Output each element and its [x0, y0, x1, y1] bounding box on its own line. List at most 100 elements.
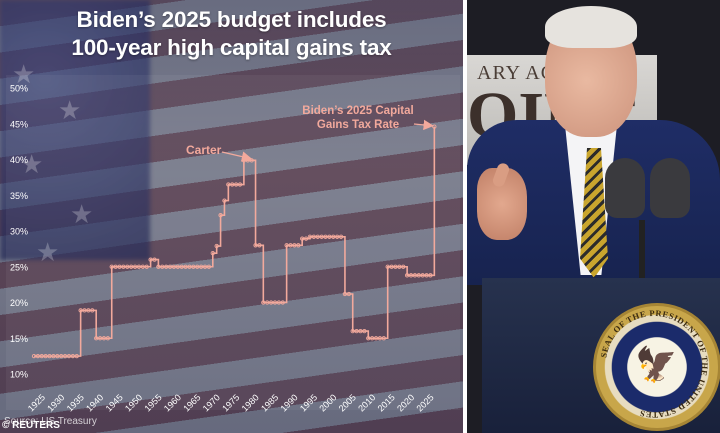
data-point — [323, 234, 328, 239]
x-tick-label: 1990 — [278, 392, 299, 413]
data-point — [381, 336, 386, 341]
x-tick-label: 1925 — [26, 392, 47, 413]
data-point — [55, 353, 60, 359]
data-point — [90, 308, 95, 313]
data-point — [280, 300, 285, 305]
x-tick-label: 2000 — [317, 392, 338, 413]
data-point — [121, 264, 126, 269]
data-point — [129, 264, 134, 269]
data-point — [117, 264, 122, 269]
data-point — [389, 264, 394, 269]
data-point — [428, 273, 433, 278]
chart-title-line-1: Biden’s 2025 budget includes — [76, 7, 387, 32]
chart-title-line-2: 100-year high capital gains tax — [71, 35, 392, 60]
data-point — [191, 264, 196, 269]
microphone-stand — [639, 220, 645, 280]
data-point — [179, 264, 184, 269]
photo-panel: ARY AC OINT SEAL OF THE PRESIDENT OF THE… — [467, 0, 720, 433]
y-tick-label: 40% — [10, 155, 28, 165]
data-point — [261, 300, 266, 305]
annotation-carter: Carter — [186, 143, 222, 157]
data-point — [175, 264, 180, 269]
data-point — [265, 300, 270, 305]
speaker-hair — [545, 6, 637, 48]
data-point — [105, 336, 110, 341]
data-point — [338, 234, 344, 239]
x-tick-label: 2020 — [395, 392, 416, 413]
presidential-seal-text: SEAL OF THE PRESIDENT OF THE UNITED STAT… — [598, 308, 709, 420]
data-point — [416, 273, 421, 278]
data-point — [230, 182, 235, 187]
data-point — [218, 213, 223, 218]
data-point — [97, 336, 103, 341]
y-tick-label: 35% — [10, 191, 28, 201]
data-point — [39, 353, 44, 359]
data-point — [222, 198, 227, 203]
data-point — [202, 264, 208, 269]
credit-label: © REUTERS — [2, 420, 60, 431]
data-point — [210, 251, 215, 256]
y-tick-label: 50% — [10, 84, 28, 94]
star-decoration: ★ — [70, 200, 94, 230]
data-point — [152, 257, 157, 262]
data-point — [292, 243, 297, 248]
data-point — [307, 234, 313, 239]
data-point — [284, 243, 289, 248]
data-point — [148, 257, 153, 262]
flag-canton-background — [0, 0, 150, 260]
x-tick-label: 2025 — [415, 392, 436, 413]
data-point — [167, 264, 173, 269]
data-point — [101, 336, 107, 341]
data-point — [257, 243, 262, 248]
y-tick-label: 20% — [10, 298, 28, 308]
data-point — [327, 234, 332, 239]
data-point — [82, 308, 87, 313]
data-point — [370, 336, 375, 341]
data-point — [303, 236, 309, 241]
annotation-arrow-carter — [221, 151, 253, 162]
sign-text-small: ARY AC — [477, 62, 556, 84]
y-tick-label: 30% — [10, 227, 28, 237]
data-point — [43, 353, 48, 359]
x-tick-label: 1945 — [104, 392, 125, 413]
data-point — [195, 264, 200, 269]
x-tick-label: 2010 — [356, 392, 377, 413]
x-tick-label: 1995 — [298, 392, 319, 413]
data-point — [187, 264, 192, 269]
microphone-left — [605, 158, 645, 218]
data-point — [233, 182, 239, 187]
data-point — [268, 300, 274, 305]
data-point — [331, 234, 336, 239]
data-point — [276, 300, 282, 305]
annotation-biden-2025: Biden’s 2025 Capital — [302, 105, 413, 117]
data-point — [420, 273, 425, 278]
data-point — [253, 243, 258, 248]
data-point — [94, 336, 99, 341]
data-point — [296, 243, 301, 248]
x-tick-label: 1955 — [142, 392, 163, 413]
data-point — [300, 236, 305, 241]
data-point — [109, 264, 114, 269]
data-point — [144, 264, 149, 269]
x-tick-label: 1985 — [259, 392, 280, 413]
chart-svg: 10% 15% 20% 25% 30% 35% 40% 45% 50% 192519301935… — [10, 84, 437, 414]
microphone-right — [650, 158, 690, 218]
source-label: Source: US Treasury — [4, 416, 97, 427]
data-point — [164, 264, 169, 269]
data-point — [401, 264, 406, 269]
x-tick-label: 2005 — [337, 392, 358, 413]
data-point — [342, 291, 348, 297]
star-decoration: ★ — [20, 150, 44, 180]
data-point — [140, 264, 145, 269]
data-point — [319, 234, 324, 239]
x-tick-label: 1940 — [84, 392, 105, 413]
plot-area — [6, 75, 460, 410]
data-point — [397, 264, 402, 269]
x-tick-label: 1930 — [45, 392, 66, 413]
star-decoration: ★ — [58, 96, 82, 126]
data-point — [198, 264, 204, 269]
data-point — [377, 336, 383, 341]
annotation-arrow-biden — [413, 119, 434, 131]
data-point — [393, 264, 398, 269]
data-point — [412, 273, 418, 278]
